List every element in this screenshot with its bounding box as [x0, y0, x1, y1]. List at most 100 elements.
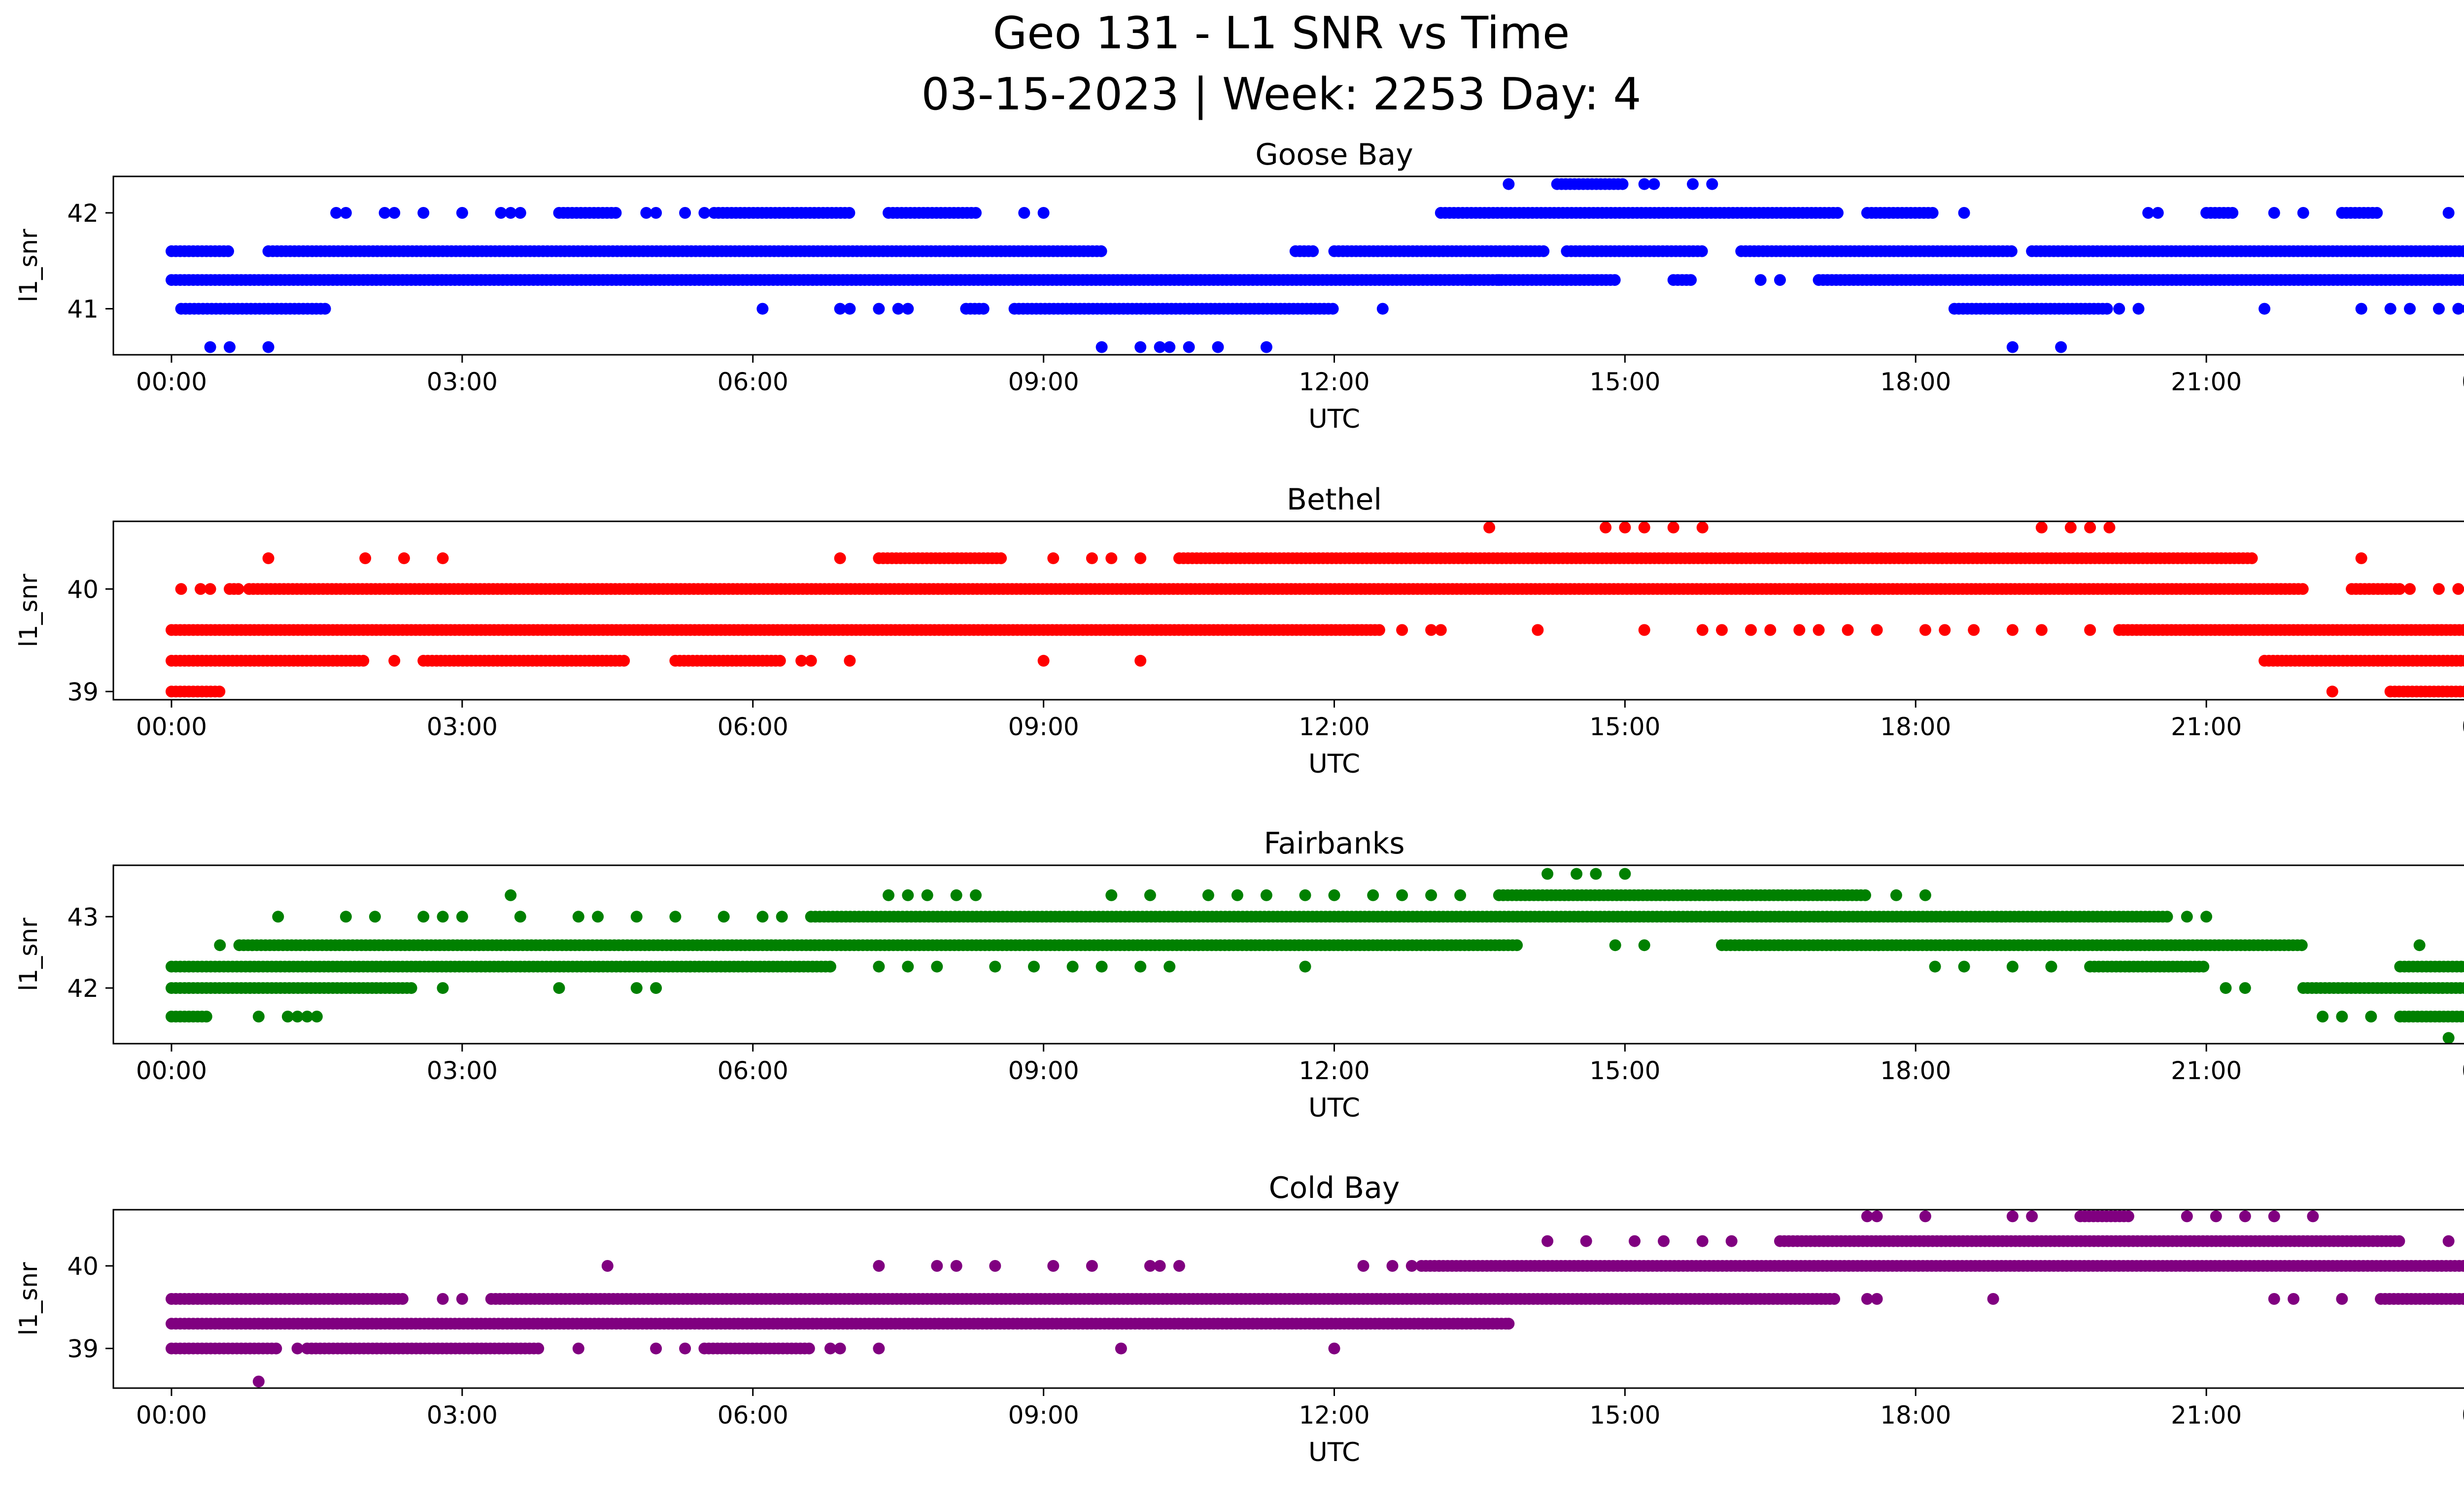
panel-title: Fairbanks — [1264, 826, 1405, 861]
data-point — [175, 583, 187, 595]
data-point — [873, 303, 885, 315]
data-point — [224, 341, 236, 353]
data-point — [1511, 939, 1523, 951]
data-point — [514, 207, 526, 219]
data-point — [1697, 624, 1709, 636]
data-point — [2414, 939, 2426, 951]
panel-title: Bethel — [1287, 482, 1382, 517]
data-point — [2327, 685, 2338, 697]
data-point — [1541, 868, 1553, 880]
data-point — [214, 939, 226, 951]
data-point — [398, 552, 410, 564]
data-point — [2404, 583, 2416, 595]
plot-frame — [113, 176, 2464, 355]
data-point — [2007, 624, 2019, 636]
data-point — [1327, 303, 1339, 315]
data-point — [1639, 939, 1650, 951]
data-point — [1096, 341, 1108, 353]
data-point — [902, 889, 914, 901]
data-point — [873, 961, 885, 973]
data-point — [1134, 655, 1146, 667]
data-point — [1968, 624, 1980, 636]
data-point — [2220, 982, 2232, 994]
data-point — [553, 982, 565, 994]
data-point — [2246, 552, 2258, 564]
data-point — [1493, 274, 1505, 286]
data-point — [718, 911, 730, 922]
panel-title: Cold Bay — [1269, 1171, 1400, 1205]
x-axis-label: UTC — [1308, 404, 1360, 434]
data-point — [1648, 178, 1660, 190]
data-point — [1105, 889, 1117, 901]
x-tick-label: 00:00 — [136, 713, 207, 741]
data-point — [1958, 961, 1970, 973]
data-point — [319, 303, 331, 315]
data-point — [437, 982, 449, 994]
data-point — [1871, 624, 1883, 636]
data-point — [1609, 274, 1621, 286]
data-point — [505, 889, 516, 901]
data-point — [1047, 552, 1059, 564]
data-point — [2152, 207, 2164, 219]
x-tick-label: 03:00 — [427, 1056, 498, 1085]
data-point — [1164, 961, 1175, 973]
data-point — [1697, 522, 1709, 534]
y-axis-label: l1_snr — [14, 574, 43, 647]
data-point — [1828, 1293, 1840, 1305]
data-point — [698, 207, 710, 219]
data-point — [650, 982, 662, 994]
data-point — [1164, 341, 1175, 353]
data-point — [272, 911, 284, 922]
data-point — [2007, 341, 2019, 353]
data-point — [902, 961, 914, 973]
data-point — [1018, 207, 1030, 219]
data-point — [1067, 961, 1079, 973]
x-tick-label: 03:00 — [427, 368, 498, 396]
data-point — [2226, 207, 2238, 219]
data-point — [2036, 522, 2048, 534]
data-point — [2259, 303, 2270, 315]
x-tick-label: 15:00 — [1589, 1056, 1660, 1085]
data-point — [417, 911, 429, 922]
x-tick-label: 06:00 — [718, 368, 788, 396]
data-points — [166, 1210, 2464, 1387]
data-point — [1571, 868, 1582, 880]
data-point — [437, 911, 449, 922]
data-point — [2356, 552, 2367, 564]
data-point — [1307, 245, 1319, 257]
data-point — [573, 911, 584, 922]
data-point — [263, 341, 274, 353]
data-point — [1300, 889, 1311, 901]
y-tick-label: 40 — [67, 575, 99, 604]
data-point — [2371, 207, 2383, 219]
data-point — [1639, 624, 1650, 636]
data-point — [222, 245, 234, 257]
y-tick-label: 41 — [67, 295, 99, 324]
x-tick-label: 12:00 — [1299, 1056, 1369, 1085]
data-point — [2268, 207, 2280, 219]
data-point — [1183, 341, 1195, 353]
data-point — [2296, 939, 2308, 951]
x-tick-label: 00:00 — [2462, 368, 2464, 396]
data-point — [1919, 889, 1931, 901]
data-point — [1927, 207, 1939, 219]
data-point — [2161, 911, 2173, 922]
data-point — [1755, 274, 1767, 286]
data-point — [2104, 522, 2116, 534]
x-tick-label: 00:00 — [136, 368, 207, 396]
data-point — [1134, 961, 1146, 973]
data-point — [253, 1011, 265, 1022]
data-point — [2181, 911, 2193, 922]
data-point — [2006, 245, 2018, 257]
data-point — [1532, 624, 1543, 636]
plot-frame — [113, 865, 2464, 1044]
data-point — [824, 961, 836, 973]
x-tick-label: 15:00 — [1589, 713, 1660, 741]
data-point — [2200, 911, 2212, 922]
data-point — [1706, 178, 1718, 190]
data-points — [166, 522, 2464, 698]
data-point — [951, 889, 962, 901]
data-point — [2443, 1032, 2455, 1044]
